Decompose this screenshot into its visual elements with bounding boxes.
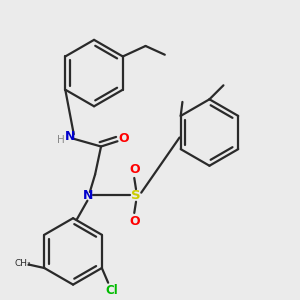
Text: O: O — [118, 132, 129, 145]
Text: O: O — [129, 163, 140, 176]
Text: O: O — [129, 215, 140, 228]
Text: Cl: Cl — [105, 284, 118, 296]
Text: N: N — [83, 189, 93, 202]
Text: CH₃: CH₃ — [14, 259, 31, 268]
Text: S: S — [131, 189, 141, 202]
Text: H: H — [57, 134, 65, 145]
Text: N: N — [64, 130, 75, 142]
